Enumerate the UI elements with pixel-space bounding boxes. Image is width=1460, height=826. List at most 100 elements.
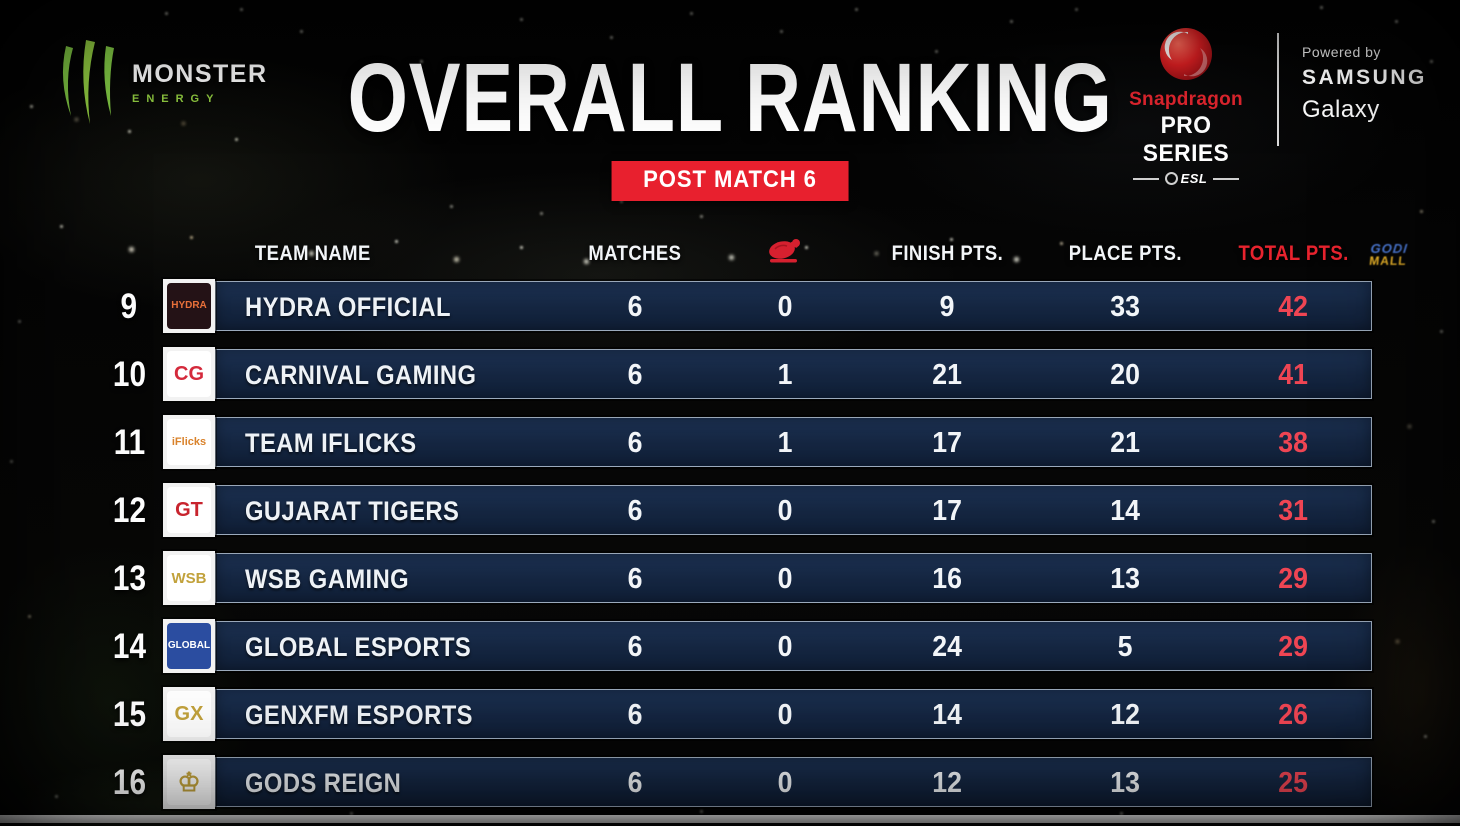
- team-logo: iFlicks: [163, 415, 215, 469]
- wwcd-value: 1: [777, 426, 793, 459]
- table-row: 16 ♔ GODS REIGN 6 0 12 13 25: [95, 755, 1372, 809]
- table-row: 13 WSB WSB GAMING 6 0 16 13 29: [95, 551, 1372, 605]
- rank-label: 11: [113, 423, 145, 462]
- team-name: TEAM IFLICKS: [245, 427, 417, 458]
- mall-sign: GODI MALL: [1368, 241, 1409, 268]
- finish-pts-value: 12: [932, 766, 963, 799]
- column-finish-pts: FINISH PTS.: [891, 242, 1004, 265]
- matches-value: 6: [627, 630, 643, 663]
- rank-label: 15: [112, 695, 146, 734]
- total-pts-value: 25: [1278, 766, 1309, 799]
- esl-dot-icon: [1164, 172, 1178, 185]
- rank-label: 12: [112, 491, 146, 530]
- samsung-galaxy-logo: Powered by SAMSUNG Galaxy: [1302, 44, 1427, 124]
- matches-value: 6: [627, 426, 643, 459]
- row-bar: [215, 349, 1372, 399]
- total-pts-value: 41: [1278, 358, 1309, 391]
- total-pts-value: 42: [1278, 290, 1309, 323]
- finish-pts-value: 17: [932, 426, 963, 459]
- team-logo: GX: [163, 687, 215, 741]
- row-bar: [215, 689, 1372, 739]
- column-team-name: TEAM NAME: [254, 242, 371, 265]
- matches-value: 6: [627, 766, 643, 799]
- table-row: 14 GLOBAL GLOBAL ESPORTS 6 0 24 5 29: [95, 619, 1372, 673]
- mall-sign-bottom: MALL: [1368, 254, 1408, 268]
- monster-sub-text: ENERGY: [132, 92, 221, 105]
- rank-label: 14: [112, 627, 146, 666]
- team-logo: GLOBAL: [163, 619, 215, 673]
- sponsor-divider: [1277, 33, 1279, 146]
- team-name: CARNIVAL GAMING: [245, 359, 477, 390]
- place-pts-value: 20: [1110, 358, 1140, 391]
- row-bar: [215, 553, 1372, 603]
- team-logo: HYDRA: [163, 279, 215, 333]
- team-name: GODS REIGN: [245, 767, 402, 798]
- team-logo: GT: [163, 483, 215, 537]
- matches-value: 6: [627, 494, 643, 527]
- wwcd-value: 0: [777, 562, 793, 595]
- snapdragon-icon: [1160, 28, 1212, 80]
- city-lights: [0, 0, 3, 3]
- table-row: 10 CG CARNIVAL GAMING 6 1 21 20 41: [95, 347, 1372, 401]
- pro-series-text: PRO SERIES: [1142, 112, 1230, 167]
- matches-value: 6: [627, 562, 643, 595]
- row-bar: [215, 621, 1372, 671]
- table-row: 15 GX GENXFM ESPORTS 6 0 14 12 26: [95, 687, 1372, 741]
- rank-label: 16: [112, 763, 146, 802]
- team-logo: CG: [163, 347, 215, 401]
- rank-label: 10: [112, 355, 146, 394]
- wwcd-value: 0: [777, 494, 793, 527]
- post-match-badge: POST MATCH 6: [611, 161, 849, 201]
- column-place-pts: PLACE PTS.: [1068, 242, 1182, 265]
- monster-energy-logo: MONSTER ENERGY: [56, 40, 268, 124]
- place-pts-value: 13: [1110, 562, 1140, 595]
- row-bar: [215, 417, 1372, 467]
- esl-line-left: [1132, 177, 1159, 180]
- row-bar: [215, 485, 1372, 535]
- team-name: HYDRA OFFICIAL: [245, 291, 451, 322]
- galaxy-text: Galaxy: [1302, 96, 1380, 123]
- finish-pts-value: 14: [932, 698, 963, 731]
- finish-pts-value: 16: [932, 562, 963, 595]
- wwcd-value: 0: [777, 698, 793, 731]
- samsung-brand-text: SAMSUNG: [1302, 66, 1427, 89]
- matches-value: 6: [627, 358, 643, 391]
- rank-label: 9: [120, 287, 138, 326]
- total-pts-value: 29: [1278, 630, 1309, 663]
- rank-label: 13: [112, 559, 146, 598]
- wwcd-value: 1: [777, 358, 793, 391]
- row-bar: [215, 281, 1372, 331]
- table-row: 12 GT GUJARAT TIGERS 6 0 17 14 31: [95, 483, 1372, 537]
- team-name: WSB GAMING: [245, 563, 410, 594]
- wwcd-value: 0: [777, 630, 793, 663]
- total-pts-value: 38: [1278, 426, 1309, 459]
- matches-value: 6: [627, 698, 643, 731]
- total-pts-value: 26: [1278, 698, 1309, 731]
- team-name: GENXFM ESPORTS: [245, 699, 473, 730]
- column-total-pts: TOTAL PTS.: [1238, 242, 1349, 265]
- place-pts-value: 12: [1110, 698, 1140, 731]
- team-logo: ♔: [163, 755, 215, 809]
- monster-claw-icon: [62, 40, 114, 124]
- place-pts-value: 13: [1110, 766, 1140, 799]
- table-header: TEAM NAME MATCHES FINISH PTS. PLACE PTS.…: [95, 230, 1372, 274]
- page-title: OVERALL RANKING: [347, 43, 1113, 152]
- place-pts-value: 14: [1110, 494, 1140, 527]
- snapdragon-pro-series-logo: Snapdragon PRO SERIES ESL: [1112, 26, 1260, 186]
- matches-value: 6: [627, 290, 643, 323]
- snapdragon-brand-text: Snapdragon: [1129, 89, 1243, 110]
- place-pts-value: 5: [1117, 630, 1133, 663]
- esl-logo: ESL: [1112, 171, 1260, 186]
- team-name: GLOBAL ESPORTS: [245, 631, 472, 662]
- row-bar: [215, 757, 1372, 807]
- wwcd-value: 0: [777, 766, 793, 799]
- total-pts-value: 31: [1278, 494, 1309, 527]
- column-wwcd: [710, 235, 860, 274]
- wwcd-value: 0: [777, 290, 793, 323]
- team-name: GUJARAT TIGERS: [245, 495, 460, 526]
- bottom-strip: [0, 815, 1460, 823]
- total-pts-value: 29: [1278, 562, 1309, 595]
- finish-pts-value: 17: [932, 494, 963, 527]
- chicken-dinner-icon: [769, 239, 800, 263]
- column-matches: MATCHES: [588, 242, 682, 265]
